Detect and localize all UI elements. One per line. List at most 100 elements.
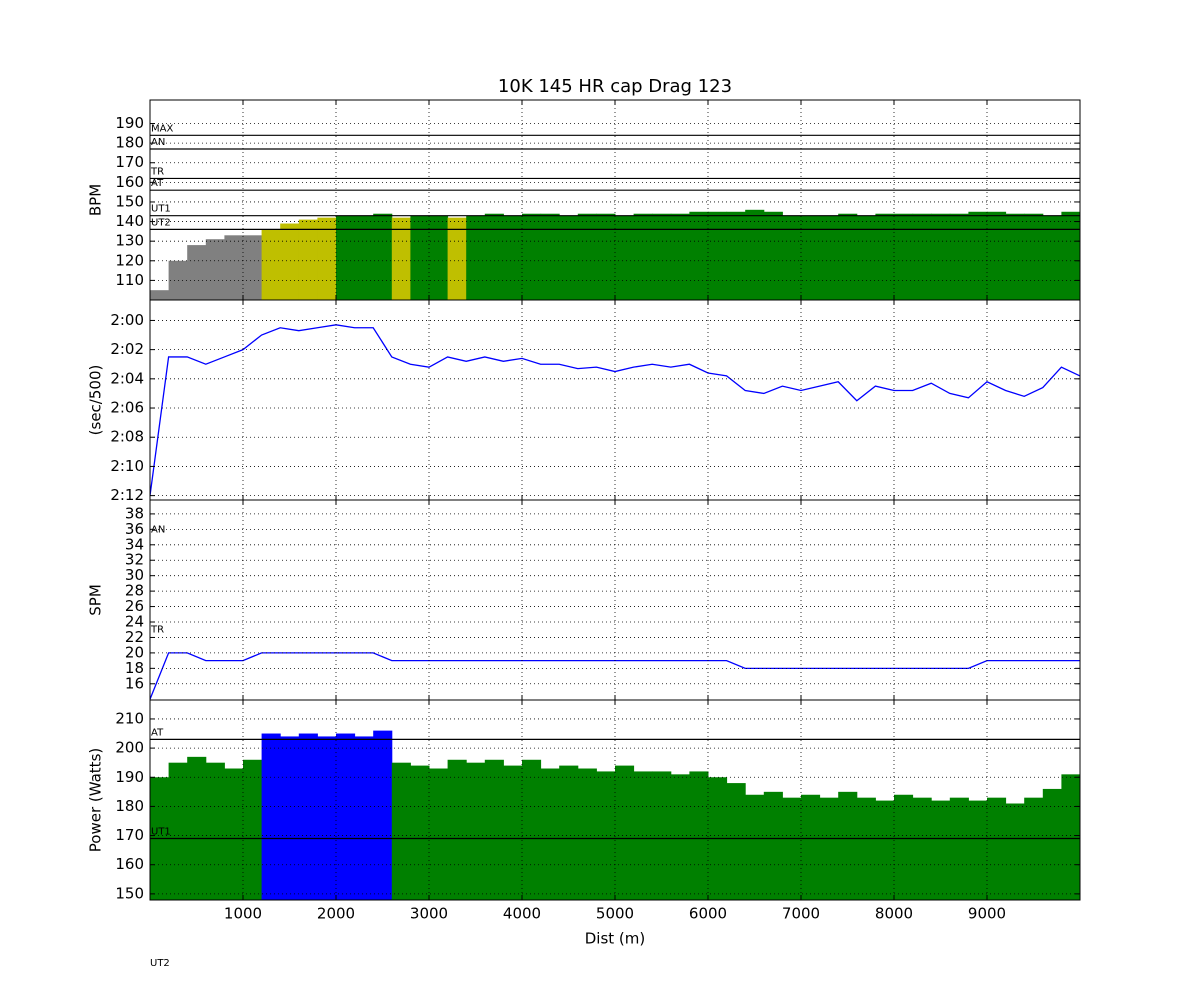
zone-label: AN [151,137,165,148]
bar [615,765,635,900]
bar [875,800,895,900]
x-tick-label: 3000 [410,905,448,923]
bar [224,235,244,300]
bar [503,215,523,300]
bar [1080,208,1099,300]
bar [1080,783,1099,900]
zone-label: AT [151,727,164,738]
zone-label: AT [151,178,164,189]
bar [1024,797,1044,900]
bar [484,759,504,900]
y-tick-label: 22 [125,628,144,646]
x-tick-label: 8000 [875,905,913,923]
bar [280,736,300,900]
y-tick-label: 2:06 [110,399,144,417]
y-axis-label: BPM [87,184,105,216]
y-tick-label: 38 [125,504,144,522]
y-tick-label: 32 [125,551,144,569]
bar [187,756,207,900]
bar [596,771,616,900]
line [150,324,1080,496]
panel: AT UT1 150 160 170 180 190 200 210 1000 2000 3000 40… [87,699,1099,923]
bar [596,213,616,300]
bar [373,213,393,300]
y-tick-label: 2:00 [110,311,144,329]
bar [856,797,876,900]
y-tick-label: 28 [125,582,144,600]
bar [949,213,969,300]
axes-frame [149,699,1081,901]
y-tick-label: 36 [125,520,144,538]
y-tick-label: 170 [115,826,144,844]
bar [689,211,709,300]
zone-label: UT2 [151,217,171,228]
y-tick-label: 210 [115,709,144,727]
plot-area [150,730,1099,900]
bar [447,759,467,900]
bar [354,215,374,300]
bar [838,791,858,900]
bar [763,211,783,300]
bar [503,765,523,900]
y-tick-label: 190 [115,114,144,132]
bar [354,736,374,900]
bar [726,783,746,900]
bar [745,794,765,900]
bar [987,211,1007,300]
bar [540,213,560,300]
bar [243,235,263,300]
bar [317,736,337,900]
bar [447,217,467,300]
y-tick-label: 180 [115,134,144,152]
bar [782,215,802,300]
bar [968,800,988,900]
bar [801,215,821,300]
y-tick-label: 20 [125,643,144,661]
x-tick-label: 6000 [689,905,727,923]
annotation: TR [150,625,164,636]
bar [968,211,988,300]
bar [1061,774,1080,900]
bar [410,765,430,900]
bar [150,290,170,300]
x-tick-label: 9000 [968,905,1006,923]
y-tick-label: 190 [115,768,144,786]
x-tick-label: 1000 [224,905,262,923]
bar [224,768,244,900]
bar [577,768,597,900]
bar [187,245,207,300]
bar [670,774,690,900]
bar [819,215,839,300]
chart-title: 10K 145 HR cap Drag 123 [498,76,732,97]
y-axis-label: (sec/500) [87,365,105,436]
footnote: UT2 [150,958,170,969]
y-tick-label: 30 [125,566,144,584]
y-tick-label: 160 [115,855,144,873]
x-tick-label: 5000 [596,905,634,923]
x-axis-label: Dist (m) [585,930,646,948]
bar [261,733,281,900]
bar [391,762,411,900]
y-tick-label: 16 [125,674,144,692]
bar [559,765,579,900]
bar [466,762,486,900]
bar [1042,215,1062,300]
y-tick-label: 110 [115,271,144,289]
bar [633,213,653,300]
bar [429,215,449,300]
y-tick-label: 34 [125,535,144,553]
y-tick-label: 2:04 [110,369,144,387]
bar [1061,211,1080,300]
bar [559,215,579,300]
y-tick-label: 2:10 [110,457,144,475]
bar [633,771,653,900]
bar [987,797,1007,900]
bar [298,733,318,900]
bar [484,213,504,300]
y-tick-label: 200 [115,739,144,757]
bar [391,217,411,300]
y-tick-label: 2:12 [110,486,144,504]
